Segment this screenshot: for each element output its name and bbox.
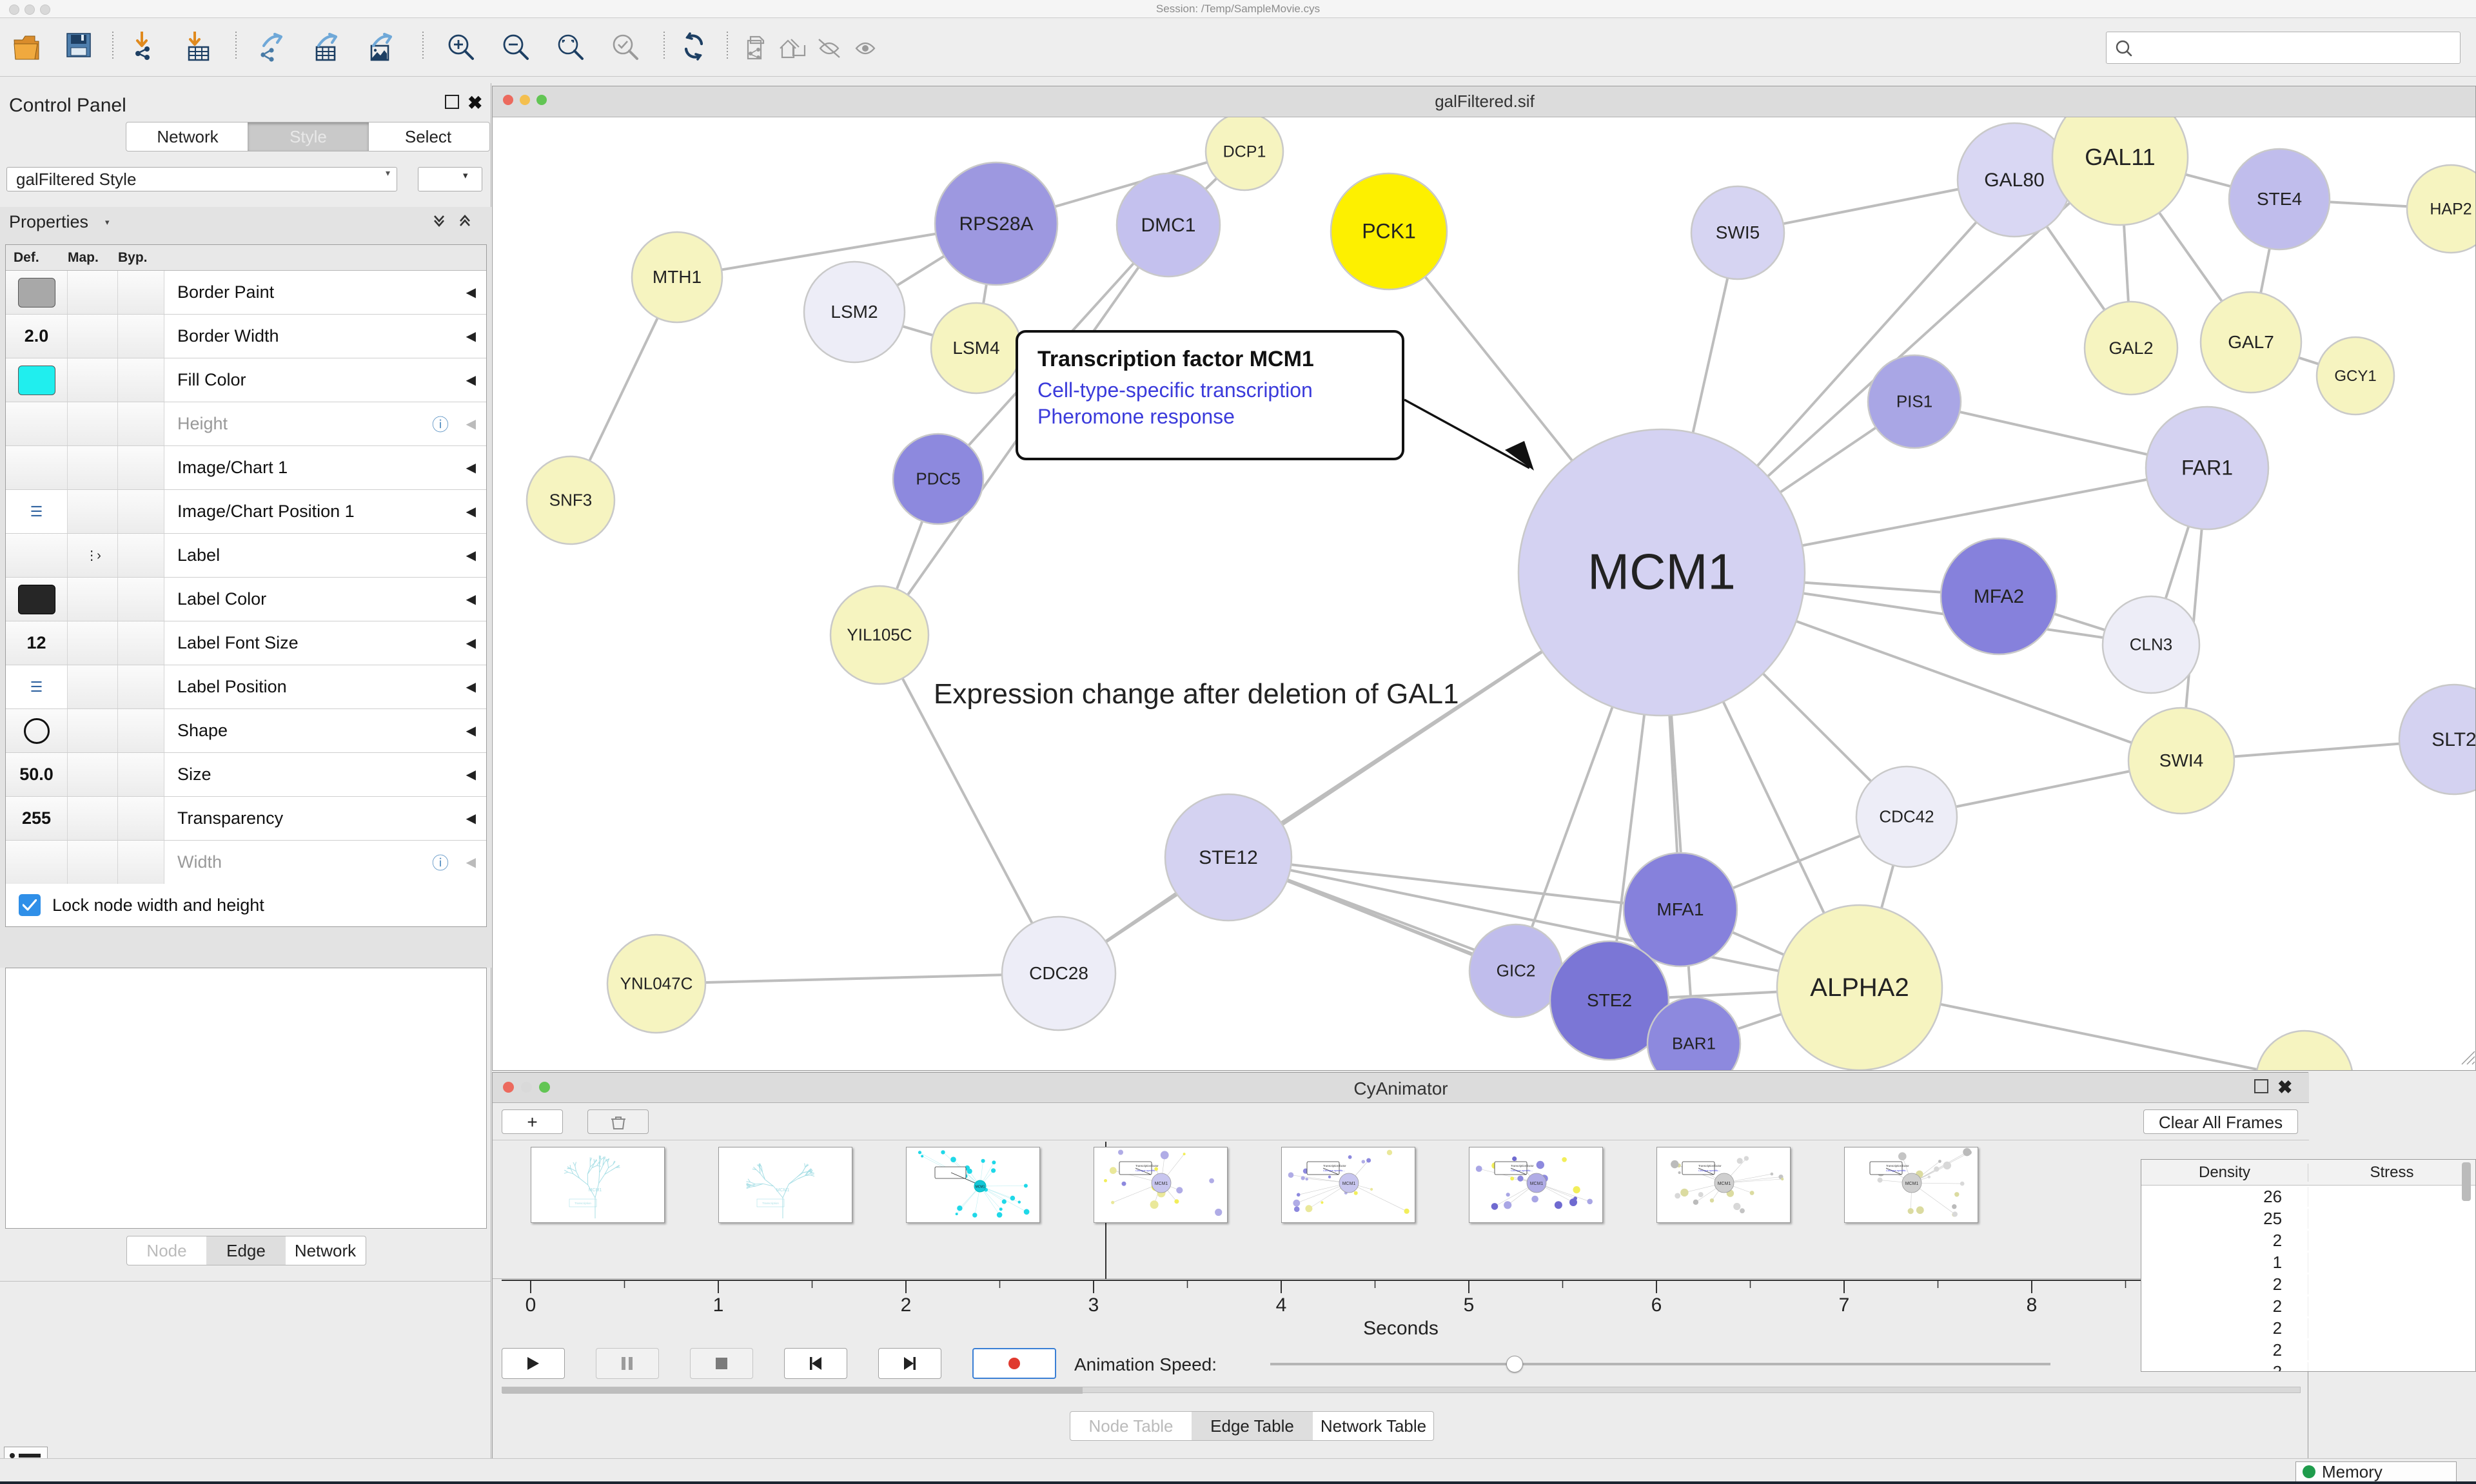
svg-text:MFA2: MFA2 [1974,586,2024,607]
svg-text:MCM1: MCM1 [589,1188,602,1193]
svg-text:Cell-type-specific...: Cell-type-specific... [1511,1169,1533,1172]
svg-text:STE4: STE4 [2257,189,2302,209]
svg-text:LSM4: LSM4 [952,338,999,358]
svg-text:FAR1: FAR1 [2181,456,2233,480]
svg-text:PCK1: PCK1 [1362,220,1416,243]
svg-text:MFA1: MFA1 [1656,899,1704,919]
svg-text:GAL7: GAL7 [2228,332,2274,352]
svg-text:BAR1: BAR1 [1672,1034,1716,1053]
svg-text:MCM1: MCM1 [976,1186,985,1189]
svg-text:SWI5: SWI5 [1716,222,1760,242]
svg-text:Transcription factor: Transcription factor [1698,1164,1722,1167]
svg-text:DCP1: DCP1 [1223,142,1266,161]
svg-text:Cell-type-specific...: Cell-type-specific... [1135,1169,1157,1172]
svg-text:MCM1: MCM1 [776,1188,790,1193]
svg-text:2: 2 [901,1294,912,1316]
svg-text:STE12: STE12 [1199,847,1258,868]
svg-text:ALPHA2: ALPHA2 [1810,973,1909,1002]
svg-text:STE2: STE2 [1587,990,1632,1010]
svg-text:GAL11: GAL11 [2085,144,2155,170]
svg-text:Transcription factor: Transcription factor [1886,1164,1909,1167]
svg-text:MCM1: MCM1 [1905,1182,1919,1186]
svg-text:GIC2: GIC2 [1497,961,1536,981]
svg-text:Cell-type-specific...: Cell-type-specific... [1323,1169,1345,1172]
svg-text:LSM2: LSM2 [830,302,878,322]
svg-text:5: 5 [1464,1294,1475,1316]
svg-text:GCY1: GCY1 [2334,367,2376,385]
svg-text:MCM1: MCM1 [1587,543,1736,600]
svg-text:YNL047C: YNL047C [620,974,693,993]
svg-text:0: 0 [526,1294,536,1316]
svg-text:GAL2: GAL2 [2108,338,2153,358]
svg-text:Transcription: Transcription [575,1202,591,1205]
svg-text:MCM1: MCM1 [1342,1182,1356,1186]
svg-text:1: 1 [713,1294,724,1316]
svg-text:MCM1: MCM1 [1530,1182,1544,1186]
svg-text:PDC5: PDC5 [916,469,960,489]
svg-text:Cell-type-specific...: Cell-type-specific... [1886,1169,1908,1172]
svg-text:Cell-type-specific...: Cell-type-specific... [1698,1169,1720,1172]
svg-text:SWI4: SWI4 [2159,750,2203,770]
svg-text:MCM1: MCM1 [1718,1182,1731,1186]
svg-text:MCM1: MCM1 [1155,1182,1168,1186]
svg-text:Transcription factor: Transcription factor [1135,1164,1159,1167]
svg-text:SLT2: SLT2 [2432,729,2476,750]
svg-text:CDC28: CDC28 [1029,963,1088,983]
svg-text:MTH1: MTH1 [653,267,702,287]
svg-text:8: 8 [2027,1294,2038,1316]
svg-text:DMC1: DMC1 [1141,215,1195,236]
svg-text:3: 3 [1088,1294,1099,1316]
svg-text:TUP1: TUP1 [2283,1069,2326,1071]
svg-text:Transcription factor: Transcription factor [1323,1164,1346,1167]
svg-text:Transcription factor: Transcription factor [1511,1164,1534,1167]
svg-text:GAL80: GAL80 [1984,170,2044,191]
svg-text:CDC42: CDC42 [1879,807,1934,826]
svg-text:Transcription: Transcription [762,1202,779,1205]
svg-text:4: 4 [1276,1294,1287,1316]
svg-text:CLN3: CLN3 [2130,635,2172,654]
svg-text:7: 7 [1839,1294,1850,1316]
svg-text:SNF3: SNF3 [549,491,592,510]
svg-text:PIS1: PIS1 [1896,392,1932,411]
svg-text:HAP2: HAP2 [2430,200,2471,218]
svg-text:RPS28A: RPS28A [959,213,1033,235]
svg-text:YIL105C: YIL105C [847,625,912,645]
svg-text:6: 6 [1651,1294,1662,1316]
